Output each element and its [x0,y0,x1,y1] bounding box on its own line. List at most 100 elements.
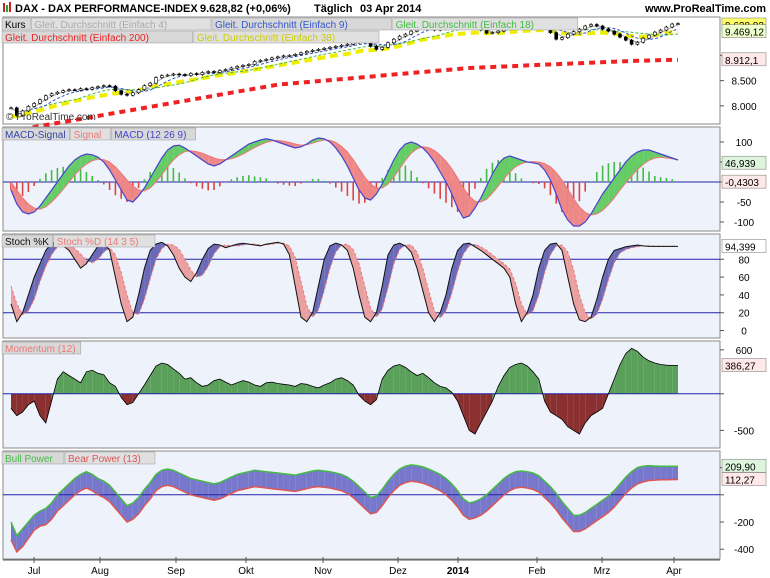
macd-fill-bear [550,166,557,194]
momentum-fill-positive [498,375,504,394]
stoch-fill-down [486,250,493,260]
stoch-fill-up [92,245,98,263]
legend-item-price: Gleit. Durchschnitt (Einfach 200) [5,33,149,44]
power-fill [132,497,139,520]
momentum-fill-positive [422,373,429,394]
legend-item-box [70,127,111,141]
price-candle [102,85,106,87]
price-candle [148,82,152,86]
stoch-fill-down [359,263,365,318]
power-fill [98,478,104,498]
momentum-fill-positive [382,370,388,394]
stoch-fill-down [480,246,487,255]
macd-fill-bear [208,155,214,166]
macd-fill-bear [469,196,475,216]
price-candle [49,93,54,97]
price-candle [490,32,495,34]
value-label: 9.469,12 [725,28,764,39]
price-candle [635,41,640,45]
power-fill [608,490,615,513]
legend-item-macd: MACD (12 26 9) [114,130,186,141]
power-fill [295,473,301,492]
power-fill [417,465,423,484]
stoch-k-line [10,241,678,323]
momentum-fill-positive [411,371,417,394]
power-fill [260,471,267,488]
macd-fill-bear [567,189,574,226]
momentum-fill-negative [550,393,557,416]
price-candle [345,43,350,46]
momentum-fill-negative [556,393,562,420]
x-tick-label: Nov [314,566,332,577]
power-fill [504,474,510,495]
stoch-fill-down [306,305,313,322]
stoch-fill-down [579,294,586,322]
power-fill [596,500,603,521]
macd-fill-bear [544,163,551,180]
momentum-fill-positive [521,363,528,394]
y-tick-label: 20 [738,309,750,320]
macd-fill-bear [556,172,562,210]
momentum-fill-positive [156,363,162,394]
x-tick-label: Dez [389,566,407,577]
power-fill [173,470,180,490]
power-fill [196,479,203,498]
legend-item-box [1,30,194,44]
legend-item-price: Gleit. Durchschnitt (Einfach 18) [396,20,534,31]
power-fill [318,470,325,488]
power-fill [509,471,516,491]
power-fill [637,466,644,484]
momentum-fill-positive [417,373,423,394]
momentum-fill-positive [225,382,232,394]
price-candle [247,64,251,66]
macd-fill-bull [312,138,319,144]
power-fill [457,490,464,516]
power-fill [243,471,249,490]
momentum-fill-positive [654,363,661,394]
power-fill [353,481,359,503]
macd-fill-bear [440,155,446,182]
legend-item-box [110,127,196,141]
price-candle [403,33,408,37]
macd-fill-bull [399,144,406,169]
momentum-fill-positive [103,374,110,394]
momentum-fill-positive [150,365,156,394]
power-fill [289,474,296,492]
macd-fill-bull [388,160,394,184]
momentum-fill-negative [22,393,29,413]
price-candle [606,28,611,32]
macd-fill-bull [649,150,655,161]
power-fill [34,511,40,531]
value-label-box [721,52,767,67]
legend-item-momentum: Momentum (12) [5,344,76,355]
price-candle [160,75,164,78]
signal-line [10,139,679,216]
macd-fill-bull [248,142,255,151]
macd-fill-bear [196,151,203,160]
y-tick-label: 8.000 [731,102,756,113]
momentum-fill-negative [45,393,52,424]
price-candle [386,42,390,48]
instrument-title: DAX - DAX PERFORMANCE-INDEX [15,3,198,15]
power-fill [533,473,539,493]
date-label: 03 Apr 2014 [360,3,422,15]
power-fill [92,474,98,495]
stoch-fill-up [602,259,609,300]
momentum-fill-negative [486,393,493,413]
macd-fill-bear [109,162,116,180]
power-fill [625,471,632,494]
legend-item-stoch: Stoch %K [5,237,49,248]
momentum-fill-positive [74,379,81,394]
stoch-fill-up [446,268,452,311]
stoch-fill-up [156,242,162,260]
momentum-fill-positive [388,365,394,394]
stoch-fill-up [382,254,388,310]
power-fill [150,474,156,499]
price-candle [577,28,582,32]
stoch-fill-up [550,243,557,255]
legend-item-macd: Signal [74,130,102,141]
price-candle [241,65,245,67]
macd-fill-bear [353,159,359,190]
power-fill [86,471,93,491]
